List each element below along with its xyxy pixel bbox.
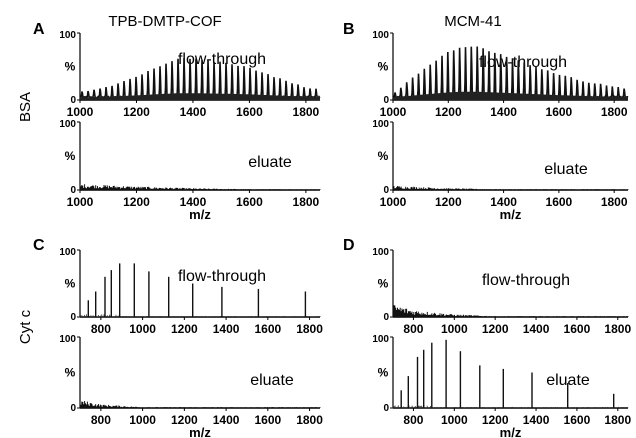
spectrum-trace bbox=[80, 401, 320, 408]
spectrum-trace bbox=[393, 305, 628, 317]
y-tick-label: 0 bbox=[383, 312, 389, 323]
spectrum-noise bbox=[80, 401, 320, 408]
x-tick-label: 1200 bbox=[123, 105, 150, 119]
x-tick-label: 1800 bbox=[601, 105, 628, 119]
x-tick-label: 1800 bbox=[293, 105, 320, 119]
x-tick-label: 1000 bbox=[380, 195, 407, 209]
x-tick-label: 1000 bbox=[67, 105, 94, 119]
x-tick-label: 1800 bbox=[601, 195, 628, 209]
x-tick-label: 1800 bbox=[293, 195, 320, 209]
subplot-annotation: eluate bbox=[250, 372, 294, 389]
x-axis-label: m/z bbox=[189, 207, 211, 222]
y-axis-label: % bbox=[65, 60, 76, 74]
x-tick-label: 1000 bbox=[129, 413, 156, 427]
column-title: TPB-DMTP-COF bbox=[108, 13, 221, 30]
subplot-annotation: flow-through bbox=[178, 51, 266, 68]
y-tick-label: 100 bbox=[59, 119, 76, 130]
y-axis-label: % bbox=[378, 366, 389, 380]
spectrum-noise bbox=[393, 305, 628, 317]
x-tick-label: 1400 bbox=[523, 413, 550, 427]
panel-letter: D bbox=[343, 237, 355, 254]
y-tick-label: 100 bbox=[372, 247, 389, 258]
x-tick-label: 800 bbox=[403, 413, 423, 427]
y-tick-label: 0 bbox=[383, 403, 389, 414]
x-axis-label: m/z bbox=[500, 207, 522, 222]
x-tick-label: 1400 bbox=[180, 105, 207, 119]
y-axis-label: % bbox=[65, 366, 76, 380]
panel-letter: A bbox=[33, 21, 45, 38]
spectrum-trace bbox=[80, 184, 320, 190]
x-tick-label: 1200 bbox=[435, 105, 462, 119]
x-tick-label: 1000 bbox=[441, 413, 468, 427]
subplot-annotation: flow-through bbox=[482, 272, 570, 289]
x-tick-label: 1400 bbox=[490, 105, 517, 119]
x-tick-label: 1000 bbox=[67, 195, 94, 209]
x-tick-label: 800 bbox=[91, 322, 111, 336]
subplot-annotation: eluate bbox=[248, 154, 292, 171]
x-tick-label: 1600 bbox=[546, 195, 573, 209]
x-tick-label: 1800 bbox=[296, 413, 323, 427]
y-tick-label: 100 bbox=[372, 119, 389, 130]
x-tick-label: 1200 bbox=[435, 195, 462, 209]
x-tick-label: 1200 bbox=[482, 322, 509, 336]
x-tick-label: 1400 bbox=[213, 413, 240, 427]
y-axis-label: % bbox=[65, 277, 76, 291]
spectrum-baseline-fill bbox=[80, 93, 320, 100]
x-axis-label: m/z bbox=[189, 425, 211, 438]
x-tick-label: 1200 bbox=[123, 195, 150, 209]
x-tick-label: 1200 bbox=[171, 322, 198, 336]
x-tick-label: 800 bbox=[91, 413, 111, 427]
x-tick-label: 1400 bbox=[213, 322, 240, 336]
spectrum-baseline-fill bbox=[393, 92, 628, 100]
x-tick-label: 1000 bbox=[441, 322, 468, 336]
x-tick-label: 1400 bbox=[523, 322, 550, 336]
x-tick-label: 1600 bbox=[546, 105, 573, 119]
y-tick-label: 100 bbox=[372, 30, 389, 41]
x-tick-label: 1600 bbox=[564, 322, 591, 336]
y-tick-label: 100 bbox=[59, 334, 76, 345]
y-axis-label: % bbox=[378, 149, 389, 163]
spectrum-trace bbox=[393, 340, 628, 408]
x-tick-label: 1800 bbox=[604, 322, 631, 336]
y-tick-label: 100 bbox=[372, 334, 389, 345]
y-axis-label: % bbox=[65, 149, 76, 163]
y-axis-label: % bbox=[378, 277, 389, 291]
column-title: MCM-41 bbox=[444, 13, 502, 30]
x-tick-label: 1000 bbox=[129, 322, 156, 336]
x-tick-label: 1600 bbox=[254, 413, 281, 427]
y-axis-label: % bbox=[378, 60, 389, 74]
x-tick-label: 800 bbox=[403, 322, 423, 336]
x-tick-label: 1800 bbox=[296, 322, 323, 336]
x-tick-label: 1800 bbox=[604, 413, 631, 427]
x-tick-label: 1600 bbox=[236, 195, 263, 209]
spectrum-noise bbox=[80, 184, 320, 190]
y-tick-label: 0 bbox=[70, 403, 76, 414]
panel-letter: C bbox=[33, 237, 45, 254]
x-tick-label: 1000 bbox=[380, 105, 407, 119]
x-tick-label: 1600 bbox=[564, 413, 591, 427]
y-tick-label: 0 bbox=[70, 312, 76, 323]
y-tick-label: 100 bbox=[59, 247, 76, 258]
subplot-annotation: eluate bbox=[544, 161, 588, 178]
row-label: BSA bbox=[17, 92, 34, 122]
x-axis-label: m/z bbox=[500, 425, 522, 438]
subplot-annotation: flow-through bbox=[178, 268, 266, 285]
row-label: Cyt c bbox=[17, 309, 34, 344]
panel-letter: B bbox=[343, 21, 355, 38]
subplot-annotation: flow-through bbox=[479, 54, 567, 71]
x-tick-label: 1600 bbox=[254, 322, 281, 336]
y-tick-label: 100 bbox=[59, 30, 76, 41]
x-tick-label: 1600 bbox=[236, 105, 263, 119]
